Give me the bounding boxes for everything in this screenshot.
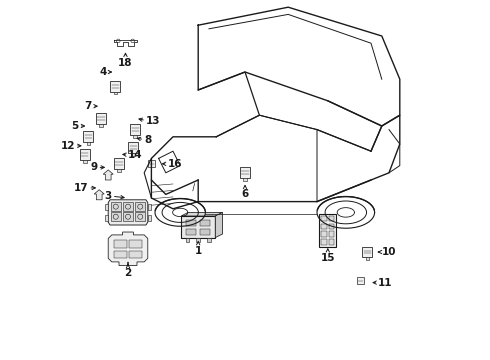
Bar <box>319 214 337 247</box>
Polygon shape <box>108 232 148 266</box>
Bar <box>104 204 108 210</box>
Bar <box>114 92 117 94</box>
Bar <box>104 215 108 221</box>
Bar <box>148 215 151 221</box>
Bar <box>186 229 196 235</box>
Text: 1: 1 <box>195 246 202 256</box>
Text: 7: 7 <box>85 101 92 111</box>
Bar <box>200 229 210 235</box>
Bar <box>114 251 126 258</box>
Polygon shape <box>108 200 148 225</box>
Bar <box>123 212 133 221</box>
Bar <box>186 220 196 226</box>
Text: 10: 10 <box>382 247 396 257</box>
Bar <box>133 135 137 138</box>
Text: 14: 14 <box>128 150 143 160</box>
Bar <box>114 158 124 169</box>
Polygon shape <box>181 212 222 216</box>
Bar <box>123 202 133 211</box>
Bar <box>99 124 103 127</box>
Bar <box>200 220 210 226</box>
Text: 9: 9 <box>90 162 98 172</box>
Text: 2: 2 <box>124 268 132 278</box>
Bar <box>135 212 145 221</box>
Text: 13: 13 <box>146 116 161 126</box>
Bar <box>129 240 143 248</box>
Bar <box>207 238 211 242</box>
Bar <box>196 238 200 242</box>
Text: 6: 6 <box>242 189 248 199</box>
Bar <box>321 239 327 245</box>
Bar <box>328 231 334 237</box>
Polygon shape <box>103 170 113 180</box>
Text: 4: 4 <box>99 67 106 77</box>
Bar <box>114 240 126 248</box>
Bar <box>181 216 215 238</box>
Bar <box>132 153 135 156</box>
Bar <box>111 202 121 211</box>
Text: 3: 3 <box>104 191 112 201</box>
Bar <box>357 277 364 284</box>
Bar <box>240 167 250 178</box>
Bar <box>128 142 139 153</box>
Bar <box>130 124 140 135</box>
Bar <box>80 149 90 160</box>
Bar <box>148 204 151 210</box>
Text: 8: 8 <box>144 135 151 145</box>
Bar <box>321 231 327 237</box>
Text: 15: 15 <box>320 253 335 263</box>
Text: 12: 12 <box>61 141 75 151</box>
Text: 16: 16 <box>168 159 182 169</box>
Bar <box>117 169 121 172</box>
Bar <box>83 131 94 142</box>
Bar <box>328 216 334 221</box>
Bar <box>328 224 334 229</box>
Bar <box>363 247 372 257</box>
Bar <box>87 142 90 145</box>
Bar <box>321 224 327 229</box>
Bar <box>148 160 155 167</box>
Bar <box>96 113 106 124</box>
Polygon shape <box>215 212 222 238</box>
Bar <box>129 251 143 258</box>
Polygon shape <box>94 190 104 200</box>
Bar <box>186 238 189 242</box>
Bar <box>366 257 369 260</box>
Bar <box>243 178 247 181</box>
Text: 18: 18 <box>118 58 133 68</box>
Bar <box>321 216 327 221</box>
Text: 17: 17 <box>74 183 88 193</box>
Bar <box>328 239 334 245</box>
Bar <box>83 160 87 163</box>
Bar <box>111 212 121 221</box>
Text: 5: 5 <box>72 121 79 131</box>
Bar <box>110 81 121 92</box>
Bar <box>135 202 145 211</box>
Text: 11: 11 <box>378 278 392 288</box>
